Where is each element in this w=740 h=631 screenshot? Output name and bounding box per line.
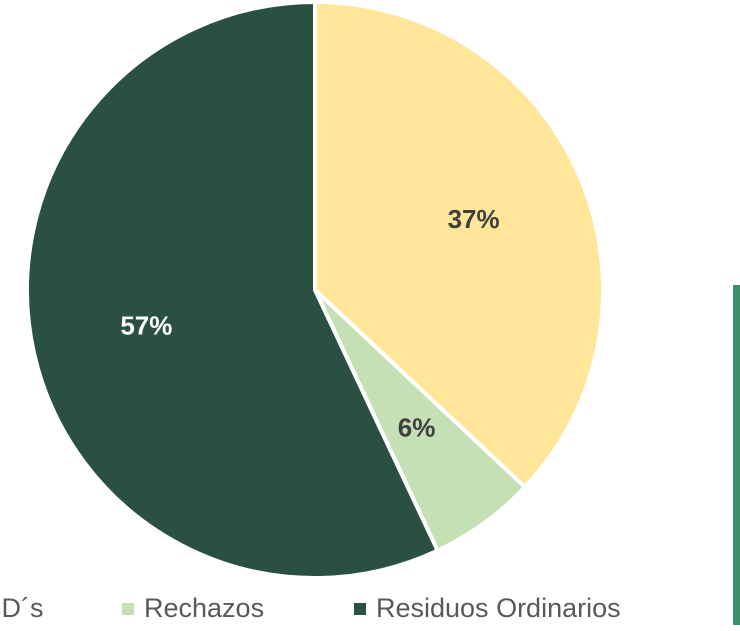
data-label: 57%	[120, 311, 172, 341]
pie-slice	[24, 0, 441, 580]
side-bar	[733, 285, 740, 625]
legend-label: CD´s	[0, 593, 44, 623]
data-label: 37%	[448, 204, 500, 234]
pie-slice	[313, 0, 605, 490]
legend-label: Rechazos	[144, 593, 264, 623]
data-label: 6%	[398, 413, 436, 443]
legend-label: Residuos Ordinarios	[376, 593, 621, 623]
legend-marker	[122, 603, 134, 615]
legend-marker	[354, 603, 366, 615]
